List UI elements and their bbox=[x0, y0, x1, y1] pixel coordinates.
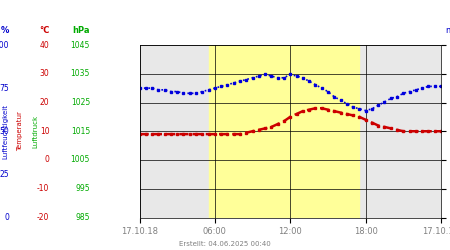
Text: 25: 25 bbox=[0, 170, 9, 179]
Text: %: % bbox=[0, 26, 9, 35]
Text: 0: 0 bbox=[4, 213, 9, 222]
Text: 985: 985 bbox=[76, 213, 90, 222]
Text: 1005: 1005 bbox=[71, 156, 90, 164]
Text: 30: 30 bbox=[40, 69, 50, 78]
Text: 20: 20 bbox=[40, 98, 50, 107]
Text: 995: 995 bbox=[76, 184, 90, 193]
Text: 1025: 1025 bbox=[71, 98, 90, 107]
Text: 1045: 1045 bbox=[71, 40, 90, 50]
Text: 50: 50 bbox=[0, 127, 9, 136]
Text: 40: 40 bbox=[40, 40, 50, 50]
Text: hPa: hPa bbox=[72, 26, 90, 35]
Bar bbox=[209, 45, 360, 218]
Text: Luftdruck: Luftdruck bbox=[32, 115, 38, 148]
Text: 10: 10 bbox=[40, 127, 50, 136]
Text: Luftfeuchtigkeit: Luftfeuchtigkeit bbox=[2, 104, 8, 159]
Text: 1035: 1035 bbox=[71, 69, 90, 78]
Text: 1015: 1015 bbox=[71, 127, 90, 136]
Text: Erstellt: 04.06.2025 00:40: Erstellt: 04.06.2025 00:40 bbox=[179, 242, 271, 248]
Text: -10: -10 bbox=[37, 184, 50, 193]
Text: °C: °C bbox=[39, 26, 50, 35]
Text: -20: -20 bbox=[37, 213, 50, 222]
Text: 100: 100 bbox=[0, 40, 9, 50]
Text: Temperatur: Temperatur bbox=[17, 111, 23, 151]
Text: 75: 75 bbox=[0, 84, 9, 92]
Text: 0: 0 bbox=[45, 156, 50, 164]
Text: mm/h: mm/h bbox=[446, 26, 450, 35]
